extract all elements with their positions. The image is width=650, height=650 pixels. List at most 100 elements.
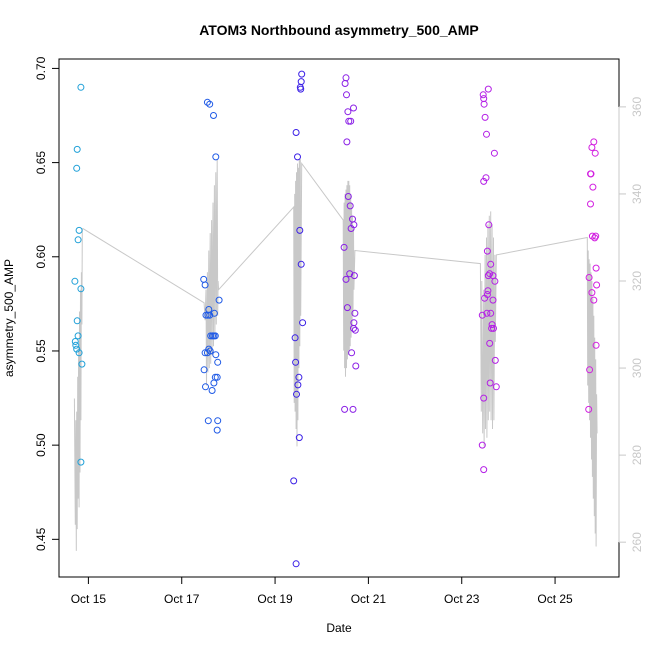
data-point-6-7 (587, 200, 594, 208)
data-point-4-18 (351, 309, 359, 317)
data-point-6-5 (587, 170, 595, 178)
y-axis-right: 260 280 300 320 340 360 (618, 97, 644, 552)
data-point-4-9 (344, 193, 352, 200)
chart-title: ATOM3 Northbound asymmetry_500_AMP (199, 22, 479, 38)
y-tick-label: 0.70 (34, 56, 48, 80)
x-axis: Oct 15 Oct 17 Oct 19 Oct 21 Oct 23 Oct 25 (71, 576, 573, 606)
data-point-4-16 (350, 272, 358, 280)
data-point-6-11 (592, 264, 600, 272)
data-point-2-26 (210, 379, 218, 387)
data-point-5-26 (488, 324, 496, 332)
data-point-2-21 (212, 351, 220, 359)
data-point-6-8 (588, 232, 596, 240)
data-point-3-4 (297, 85, 305, 93)
data-point-5-1 (484, 85, 492, 93)
points-layer (71, 70, 601, 568)
data-point-1-11 (72, 341, 80, 349)
data-point-5-3 (480, 95, 488, 103)
data-point-6-14 (588, 289, 596, 297)
data-point-4-24 (352, 362, 360, 370)
data-point-2-5 (200, 275, 208, 283)
data-point-2-27 (202, 383, 209, 391)
y2-tick-label: 280 (630, 445, 644, 465)
data-point-3-6 (294, 153, 301, 161)
line-series (73, 159, 598, 551)
data-point-1-2 (73, 145, 81, 153)
data-point-2-28 (208, 387, 216, 394)
data-point-2-29 (204, 417, 212, 425)
data-point-5-30 (492, 383, 500, 391)
data-point-1-6 (71, 277, 79, 285)
data-point-5-6 (483, 130, 490, 138)
data-point-3-7 (296, 226, 304, 234)
x-axis-label: Date (326, 621, 352, 635)
data-point-5-23 (478, 311, 486, 319)
data-point-3-17 (292, 560, 300, 568)
x-tick-label: Oct 15 (71, 592, 107, 606)
data-point-5-20 (489, 296, 497, 304)
data-point-4-5 (344, 108, 352, 116)
data-point-6-10 (591, 234, 599, 242)
data-point-5-28 (491, 356, 499, 364)
data-point-1-1 (77, 83, 85, 91)
x-tick-label: Oct 21 (351, 592, 387, 606)
y-tick-label: 0.45 (34, 527, 48, 551)
data-point-4-17 (342, 275, 350, 283)
y-axis-left: 0.45 0.50 0.55 0.60 0.65 0.70 (34, 56, 60, 551)
data-point-4-13 (347, 225, 355, 232)
data-point-4-4 (350, 104, 357, 112)
data-point-3-11 (292, 358, 300, 366)
y2-tick-label: 360 (630, 97, 644, 117)
y2-tick-label: 300 (630, 358, 644, 378)
data-point-1-13 (75, 349, 83, 357)
y-tick-label: 0.50 (34, 433, 48, 457)
data-point-5-16 (491, 277, 499, 285)
data-point-2-10 (202, 311, 210, 319)
data-point-5-7 (490, 149, 498, 157)
data-point-5-5 (481, 113, 489, 121)
data-point-5-32 (478, 441, 486, 449)
data-point-5-17 (484, 287, 492, 295)
data-point-3-2 (297, 78, 305, 86)
y2-tick-label: 260 (630, 532, 644, 552)
data-point-5-15 (486, 270, 494, 278)
data-point-4-1 (342, 74, 350, 82)
data-point-6-12 (585, 274, 593, 281)
data-point-2-17 (205, 345, 213, 353)
data-point-5-11 (483, 247, 491, 255)
data-point-4-22 (351, 326, 359, 334)
data-point-3-9 (299, 319, 307, 327)
x-tick-label: Oct 25 (537, 592, 573, 606)
data-point-2-4 (212, 153, 220, 161)
line-series-layer (73, 159, 598, 551)
y2-tick-label: 340 (630, 184, 644, 204)
data-point-4-23 (348, 349, 356, 357)
data-point-4-7 (347, 117, 355, 125)
data-point-1-4 (75, 226, 83, 234)
data-point-5-9 (480, 177, 488, 185)
data-point-2-19 (201, 349, 209, 357)
data-point-5-33 (480, 466, 488, 474)
x-tick-label: Oct 19 (257, 592, 293, 606)
data-point-3-8 (297, 260, 305, 268)
data-point-3-12 (295, 373, 303, 381)
data-point-2-30 (214, 417, 222, 425)
data-point-4-26 (349, 405, 357, 413)
data-point-3-15 (295, 434, 303, 442)
data-point-5-21 (487, 309, 495, 317)
data-point-6-16 (592, 341, 600, 349)
data-point-5-24 (488, 321, 496, 329)
y-tick-label: 0.55 (34, 339, 48, 363)
data-point-5-27 (486, 339, 494, 347)
data-point-2-6 (201, 281, 209, 289)
data-point-5-2 (479, 91, 487, 99)
data-point-3-5 (292, 129, 300, 136)
y2-tick-label: 320 (630, 271, 644, 291)
y-tick-label: 0.65 (34, 151, 48, 175)
data-point-4-10 (346, 202, 354, 210)
data-point-2-1 (203, 98, 211, 106)
data-point-3-13 (294, 381, 302, 389)
data-point-2-25 (213, 373, 221, 381)
data-point-1-7 (77, 285, 85, 293)
